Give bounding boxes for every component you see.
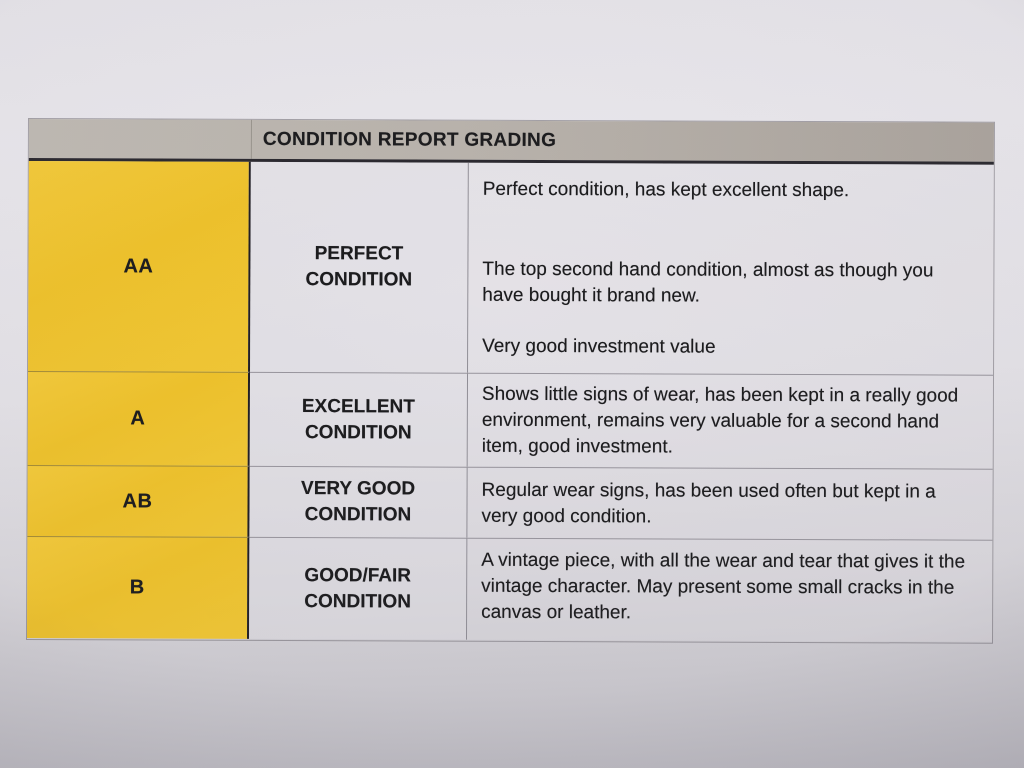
description-paragraph: Very good investment value [482,335,716,358]
table-row-ab: AB VERY GOOD CONDITION Regular wear sign… [27,465,993,540]
condition-label: GOOD/FAIR CONDITION [304,564,412,612]
condition-cell-aa: PERFECT CONDITION [250,161,469,373]
table-row-aa: AA PERFECT CONDITION Perfect condition, … [28,161,994,375]
description-paragraph: Shows little signs of wear, has been kep… [481,383,959,458]
description-paragraph: A vintage piece, with all the wear and t… [481,549,966,624]
grade-label: A [130,407,146,430]
description-cell-aa: Perfect condition, has kept excellent sh… [468,162,994,375]
header-column-divider [250,119,252,159]
grade-label: B [129,576,145,599]
condition-cell-a: EXCELLENT CONDITION [249,371,469,467]
grade-label: AA [123,254,154,277]
table-title: CONDITION REPORT GRADING [262,128,557,151]
condition-label: VERY GOOD CONDITION [301,478,416,526]
grade-cell-b: B [27,536,250,639]
grade-cell-ab: AB [27,465,250,537]
description-paragraph: The top second hand condition, almost as… [482,258,934,307]
condition-label: PERFECT CONDITION [305,243,413,291]
condition-cell-ab: VERY GOOD CONDITION [249,465,468,538]
grade-label: AB [122,489,153,512]
condition-grading-table: CONDITION REPORT GRADING AA PERFECT COND… [25,118,995,644]
condition-label: EXCELLENT CONDITION [301,395,415,443]
description-paragraph: Perfect condition, has kept excellent sh… [482,178,850,202]
description-cell-b: A vintage piece, with all the wear and t… [467,537,993,642]
description-cell-ab: Regular wear signs, has been used often … [467,466,993,540]
description-paragraph: Regular wear signs, has been used often … [481,479,936,528]
grade-cell-aa: AA [28,161,251,372]
description-cell-a: Shows little signs of wear, has been kep… [467,372,994,469]
table-header-bar: CONDITION REPORT GRADING [28,119,994,165]
grade-cell-a: A [27,371,251,466]
table-row-b: B GOOD/FAIR CONDITION A vintage piece, w… [27,536,993,642]
table-row-a: A EXCELLENT CONDITION Shows little signs… [27,371,994,469]
condition-cell-b: GOOD/FAIR CONDITION [249,536,468,640]
